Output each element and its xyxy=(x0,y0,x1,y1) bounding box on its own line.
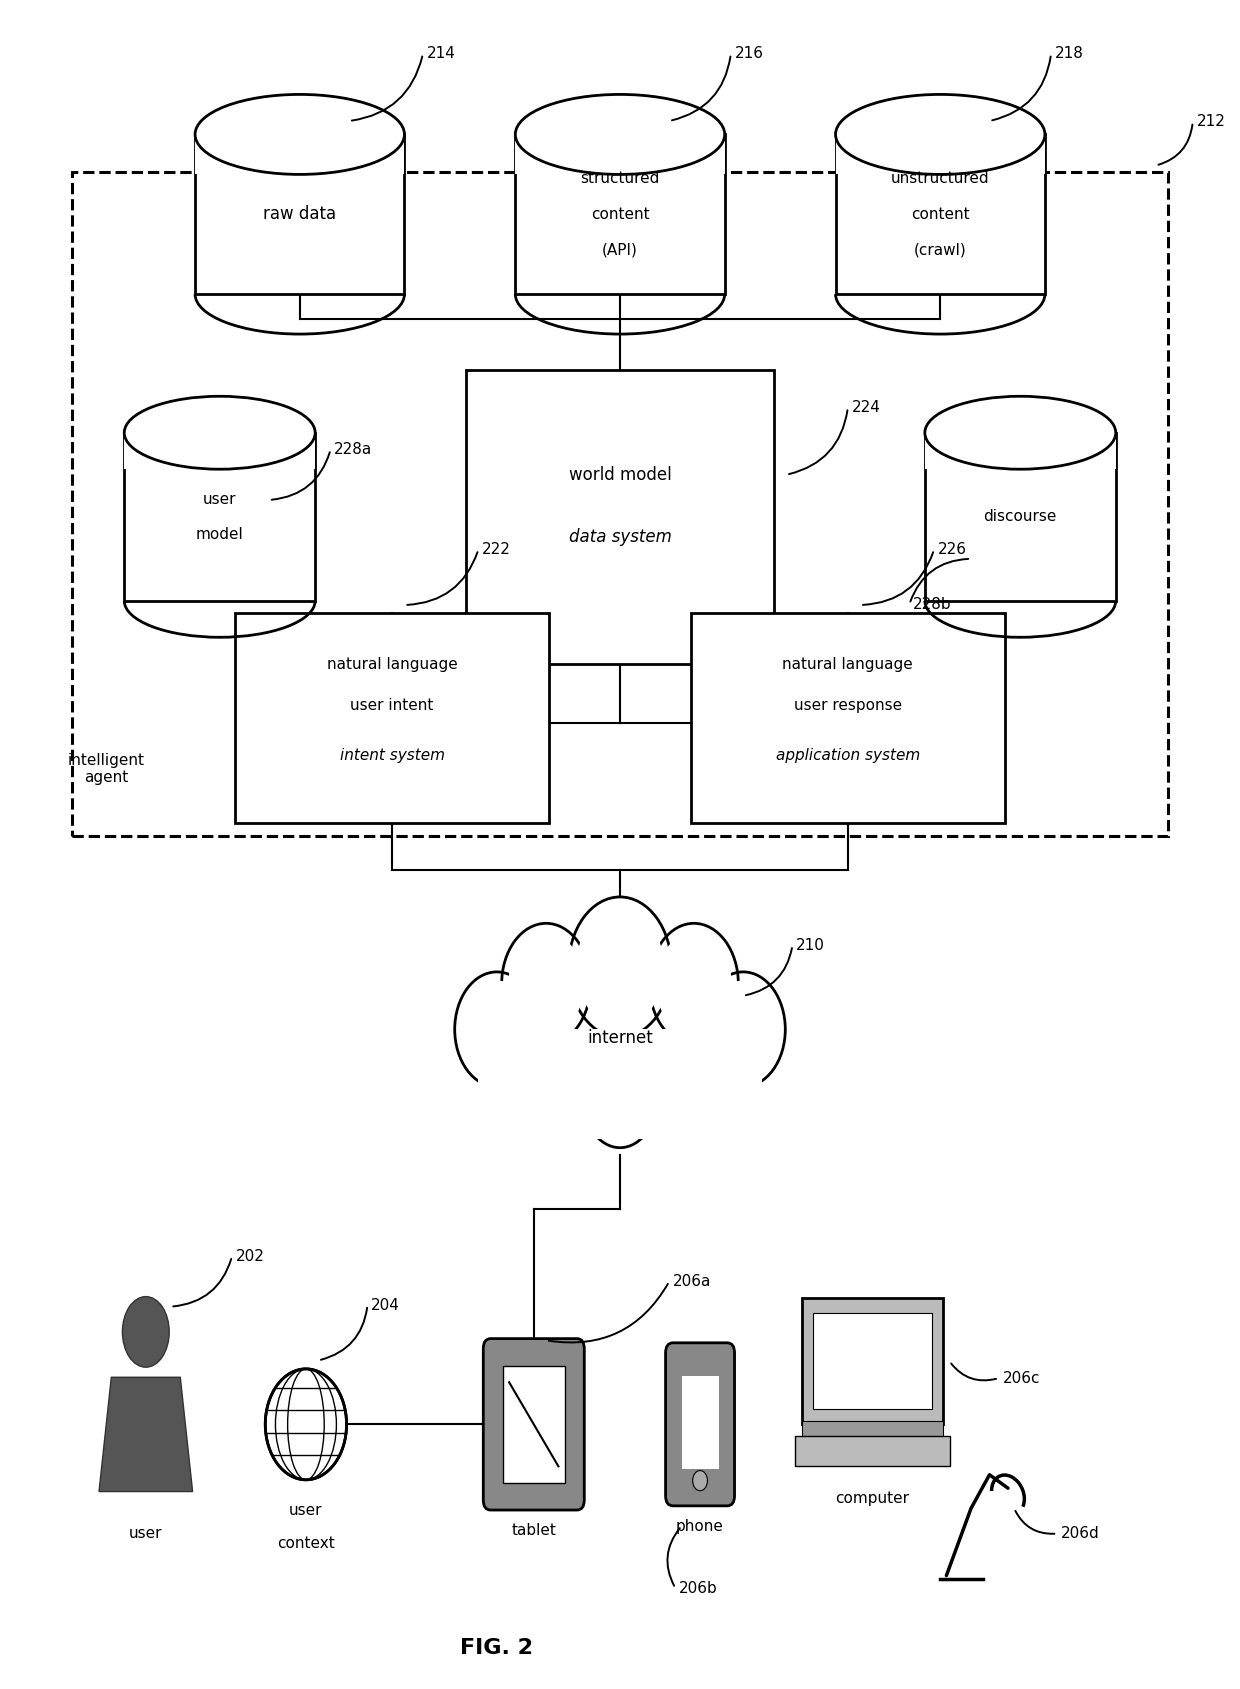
FancyBboxPatch shape xyxy=(666,1343,734,1507)
Text: intent system: intent system xyxy=(340,748,445,763)
Bar xyxy=(516,135,724,174)
FancyBboxPatch shape xyxy=(484,1339,584,1510)
Bar xyxy=(691,613,1004,824)
Circle shape xyxy=(508,932,584,1035)
Bar xyxy=(812,1314,932,1409)
Text: 206c: 206c xyxy=(1002,1370,1040,1385)
Text: 212: 212 xyxy=(1197,115,1225,130)
Text: application system: application system xyxy=(776,748,920,763)
Text: phone: phone xyxy=(676,1518,724,1534)
Bar xyxy=(925,432,1116,601)
Text: 206a: 206a xyxy=(673,1274,712,1289)
Circle shape xyxy=(701,971,785,1086)
Bar xyxy=(836,135,1045,294)
Text: 214: 214 xyxy=(427,46,455,61)
Bar xyxy=(802,1299,944,1424)
Bar xyxy=(802,1420,944,1437)
Text: 206b: 206b xyxy=(680,1581,718,1596)
Circle shape xyxy=(568,897,672,1037)
Bar xyxy=(124,432,315,601)
Circle shape xyxy=(496,1037,559,1123)
Text: tablet: tablet xyxy=(511,1523,557,1537)
Bar xyxy=(195,135,404,174)
Bar xyxy=(925,432,1116,470)
Bar xyxy=(72,172,1168,836)
Polygon shape xyxy=(99,1377,192,1491)
Text: natural language: natural language xyxy=(327,657,458,672)
Text: data system: data system xyxy=(569,529,671,546)
Bar xyxy=(516,135,724,294)
Text: user: user xyxy=(289,1503,322,1517)
Circle shape xyxy=(693,1471,708,1491)
Text: user: user xyxy=(203,491,237,507)
Text: (crawl): (crawl) xyxy=(914,242,967,257)
Ellipse shape xyxy=(836,95,1045,174)
Text: discourse: discourse xyxy=(983,510,1056,524)
Text: computer: computer xyxy=(836,1491,909,1507)
Ellipse shape xyxy=(516,95,724,174)
Text: 216: 216 xyxy=(734,46,764,61)
Circle shape xyxy=(490,1029,565,1132)
Circle shape xyxy=(583,1045,657,1149)
Circle shape xyxy=(681,1037,744,1123)
Ellipse shape xyxy=(925,397,1116,470)
Text: FIG. 2: FIG. 2 xyxy=(460,1638,533,1659)
Bar xyxy=(479,1029,761,1138)
Circle shape xyxy=(577,907,663,1027)
Text: raw data: raw data xyxy=(263,206,336,223)
Circle shape xyxy=(650,924,738,1045)
Text: world model: world model xyxy=(569,466,671,483)
Text: 228a: 228a xyxy=(335,443,372,458)
Bar xyxy=(195,135,404,294)
Bar xyxy=(466,370,774,664)
Text: user intent: user intent xyxy=(351,698,434,713)
Bar xyxy=(682,1377,718,1469)
Circle shape xyxy=(588,1054,652,1140)
Text: user response: user response xyxy=(794,698,901,713)
Bar xyxy=(124,432,315,470)
Ellipse shape xyxy=(124,397,315,470)
Text: 218: 218 xyxy=(1055,46,1084,61)
Circle shape xyxy=(265,1368,346,1480)
Text: content: content xyxy=(590,206,650,221)
Text: 202: 202 xyxy=(236,1248,264,1263)
Bar xyxy=(836,135,1045,174)
Text: 224: 224 xyxy=(852,400,880,415)
Text: intelligent
agent: intelligent agent xyxy=(68,753,145,785)
Text: 228b: 228b xyxy=(913,596,952,611)
Bar xyxy=(236,613,549,824)
Text: (API): (API) xyxy=(603,242,637,257)
Text: 204: 204 xyxy=(371,1297,401,1312)
Bar xyxy=(795,1436,950,1466)
Circle shape xyxy=(707,981,779,1078)
Text: 206d: 206d xyxy=(1061,1527,1100,1540)
Text: 226: 226 xyxy=(937,542,967,557)
Circle shape xyxy=(675,1029,750,1132)
Circle shape xyxy=(656,932,732,1035)
Circle shape xyxy=(461,981,533,1078)
Text: natural language: natural language xyxy=(782,657,913,672)
Ellipse shape xyxy=(123,1297,169,1366)
Text: context: context xyxy=(277,1537,335,1551)
Text: unstructured: unstructured xyxy=(890,172,990,186)
Text: 222: 222 xyxy=(482,542,511,557)
Text: 210: 210 xyxy=(796,937,825,953)
Text: user: user xyxy=(129,1527,162,1540)
Text: internet: internet xyxy=(587,1029,653,1047)
Text: model: model xyxy=(196,527,243,542)
Ellipse shape xyxy=(195,95,404,174)
Text: content: content xyxy=(911,206,970,221)
Circle shape xyxy=(455,971,539,1086)
Text: structured: structured xyxy=(580,172,660,186)
Bar xyxy=(503,1365,564,1483)
Circle shape xyxy=(502,924,590,1045)
